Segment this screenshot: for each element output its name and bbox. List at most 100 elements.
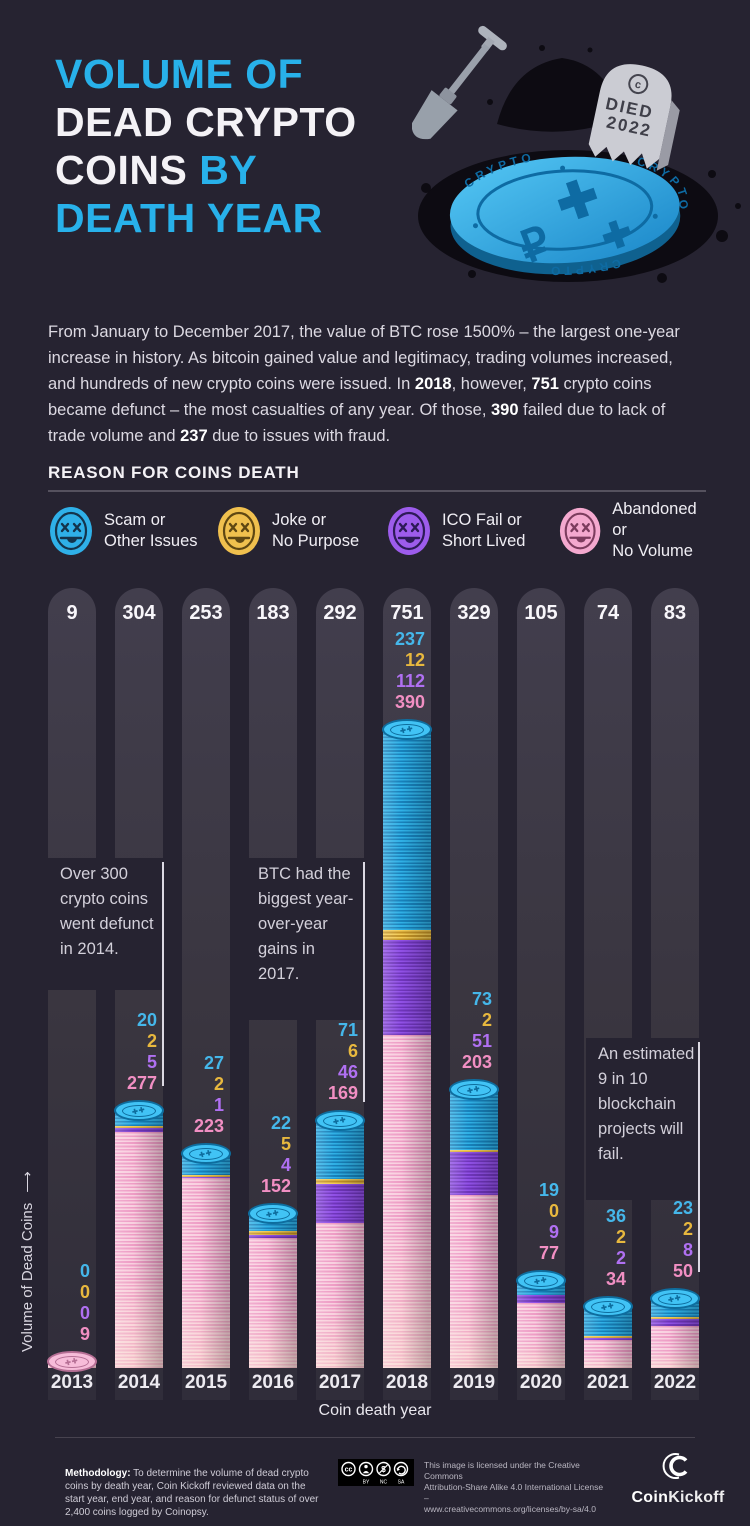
- value-scam-2016: 22: [270, 1113, 291, 1133]
- shovel-icon: [412, 25, 507, 140]
- value-scam-2018: 237: [394, 629, 425, 649]
- bar-total-2016: 183: [256, 602, 290, 624]
- bar-2014: ✚✚: [114, 1100, 164, 1368]
- dead-coin-scam-icon: [50, 506, 92, 555]
- brand-name: CoinKickoff: [631, 1489, 725, 1506]
- value-ico-2017: 46: [337, 1062, 358, 1082]
- bar-segment-ico-2015: [182, 1177, 230, 1178]
- coin-top-2017: ✚✚: [315, 1110, 365, 1131]
- column-track-2022: [651, 588, 699, 1400]
- bar-total-2021: 74: [596, 602, 620, 624]
- value-abandoned-2016: 152: [260, 1176, 291, 1196]
- coin-face-icon: ✚✚: [667, 1293, 683, 1305]
- bar-2022: ✚✚: [650, 1288, 700, 1368]
- value-ico-2020: 9: [548, 1222, 559, 1242]
- cc-by-label: BY: [363, 1480, 370, 1486]
- value-joke-2017: 6: [347, 1041, 358, 1061]
- legend-label: Scam or Other Issues: [104, 510, 198, 550]
- bar-segment-abandoned-2020: [517, 1303, 565, 1368]
- footer-divider: [55, 1437, 695, 1438]
- title-line-1: VOLUME OF: [55, 51, 304, 97]
- bar-2021: ✚✚: [583, 1296, 633, 1368]
- coin-ring: ✚✚: [323, 1114, 357, 1127]
- bar-total-2015: 253: [189, 602, 223, 624]
- bar-segment-abandoned-2015: [182, 1178, 230, 1368]
- value-abandoned-2020: 77: [538, 1243, 559, 1263]
- bar-total-2018: 751: [390, 602, 424, 624]
- bar-2017: ✚✚: [315, 1110, 365, 1368]
- bar-segment-joke-2014: [115, 1126, 163, 1128]
- year-label-2014: 2014: [117, 1372, 161, 1393]
- coin-ring: ✚✚: [55, 1355, 89, 1368]
- dead-coin-joke-icon: [218, 506, 260, 555]
- coin-ring: ✚✚: [457, 1083, 491, 1096]
- dead-coin-abandoned-icon: [559, 507, 601, 554]
- bar-segment-joke-2015: [182, 1175, 230, 1177]
- brand: CoinKickoff: [618, 1450, 738, 1507]
- coin-ring: ✚✚: [122, 1104, 156, 1117]
- bar-segment-abandoned-2022: [651, 1326, 699, 1368]
- page-title: VOLUME OF DEAD CRYPTO COINS BY DEATH YEA…: [55, 50, 357, 242]
- value-ico-2022: 8: [682, 1240, 693, 1260]
- legend-label: ICO Fail or Short Lived: [442, 510, 526, 550]
- bar-labels-2021: 36 2 2 34: [538, 1206, 626, 1290]
- annotation-line-2014: [162, 862, 164, 1086]
- value-scam-2014: 20: [136, 1010, 157, 1030]
- value-joke-2018: 12: [404, 650, 425, 670]
- year-label-2017: 2017: [318, 1372, 362, 1393]
- value-scam-2019: 73: [471, 989, 492, 1009]
- year-label-2021: 2021: [586, 1372, 630, 1393]
- value-joke-2019: 2: [481, 1010, 492, 1030]
- x-axis-label: Coin death year: [318, 1402, 432, 1419]
- coin-top-2020: ✚✚: [516, 1270, 566, 1291]
- coin-ring: ✚✚: [256, 1207, 290, 1220]
- year-label-2020: 2020: [519, 1372, 563, 1393]
- annotation-2014: Over 300 crypto coins went defunct in 20…: [48, 858, 170, 990]
- value-scam-2020: 19: [538, 1180, 559, 1200]
- legend-item-abandoned: Abandoned or No Volume: [558, 499, 712, 562]
- column-track-2020: [517, 588, 565, 1400]
- coin-top-2019: ✚✚: [449, 1079, 499, 1100]
- bar-segment-ico-2018: [383, 940, 431, 1035]
- value-abandoned-2014: 277: [126, 1073, 157, 1093]
- value-joke-2013: 0: [79, 1282, 90, 1302]
- value-ico-2019: 51: [471, 1031, 492, 1051]
- value-abandoned-2017: 169: [327, 1083, 358, 1103]
- svg-text:c: c: [634, 79, 642, 92]
- value-ico-2014: 5: [146, 1052, 157, 1072]
- bar-total-2022: 83: [663, 602, 687, 624]
- methodology-note: Methodology: To determine the volume of …: [65, 1468, 319, 1518]
- bar-total-2017: 292: [323, 602, 357, 624]
- value-scam-2022: 23: [672, 1198, 693, 1218]
- bar-labels-2022: 23 2 8 50: [605, 1198, 693, 1282]
- annotation-2017: BTC had the biggest year-over-year gains…: [246, 858, 366, 1020]
- bar-segment-abandoned-2017: [316, 1223, 364, 1368]
- title-line-3: COINS BY: [55, 147, 258, 193]
- coin-face-icon: ✚✚: [332, 1115, 348, 1127]
- bar-segment-scam-2018: [383, 728, 431, 930]
- value-joke-2021: 2: [615, 1227, 626, 1247]
- bar-segment-ico-2014: [115, 1128, 163, 1132]
- coin-top-2013: ✚✚: [47, 1351, 97, 1372]
- annotation-line-2017: [363, 862, 365, 1102]
- coin-top-2014: ✚✚: [114, 1100, 164, 1121]
- cc-sa-label: SA: [398, 1480, 405, 1486]
- bar-segment-joke-2018: [383, 930, 431, 940]
- bar-segment-abandoned-2019: [450, 1195, 498, 1368]
- coin-face-icon: ✚✚: [265, 1208, 281, 1220]
- coin-ring: ✚✚: [189, 1147, 223, 1160]
- legend-divider: [48, 490, 706, 492]
- legend-item-joke: Joke or No Purpose: [216, 499, 386, 562]
- coin-ring: ✚✚: [591, 1300, 625, 1313]
- coin-face-icon: ✚✚: [399, 724, 415, 736]
- value-joke-2020: 0: [548, 1201, 559, 1221]
- bar-segment-joke-2022: [651, 1317, 699, 1319]
- coin-top-2015: ✚✚: [181, 1143, 231, 1164]
- value-joke-2015: 2: [213, 1074, 224, 1094]
- value-ico-2013: 0: [79, 1303, 90, 1323]
- value-abandoned-2022: 50: [672, 1261, 693, 1281]
- value-ico-2018: 112: [395, 671, 425, 691]
- annotation-blockchain: An estimated 9 in 10 blockchain projects…: [586, 1038, 708, 1200]
